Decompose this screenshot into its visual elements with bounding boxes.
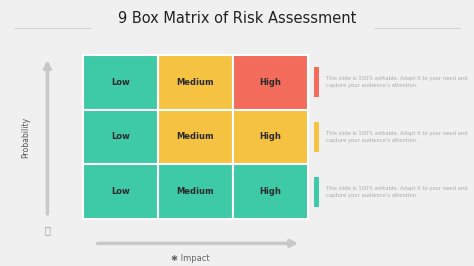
Text: 9 Box Matrix of Risk Assessment: 9 Box Matrix of Risk Assessment	[118, 11, 356, 26]
Text: Medium: Medium	[177, 188, 214, 197]
Text: This slide is 100% editable. Adapt it to your need and
capture your audience’s a: This slide is 100% editable. Adapt it to…	[326, 76, 468, 88]
Bar	[314, 122, 319, 152]
Bar	[158, 110, 233, 164]
Bar	[83, 55, 158, 110]
Text: ✱ Impact: ✱ Impact	[172, 253, 210, 263]
Bar	[314, 67, 319, 97]
Bar	[233, 55, 308, 110]
Text: High: High	[260, 188, 282, 197]
Text: Medium: Medium	[177, 77, 214, 86]
Text: Probability: Probability	[22, 117, 30, 157]
Text: Medium: Medium	[177, 132, 214, 142]
Text: Low: Low	[111, 132, 130, 142]
Bar	[233, 110, 308, 164]
Bar	[83, 110, 158, 164]
Text: High: High	[260, 77, 282, 86]
Bar	[233, 164, 308, 219]
Text: This slide is 100% editable. Adapt it to your need and
capture your audience’s a: This slide is 100% editable. Adapt it to…	[326, 186, 468, 198]
Bar	[83, 164, 158, 219]
Text: Low: Low	[111, 77, 130, 86]
Text: Low: Low	[111, 188, 130, 197]
Text: ⚿: ⚿	[45, 225, 50, 235]
Bar	[158, 55, 233, 110]
Bar	[314, 177, 319, 207]
Text: This slide is 100% editable. Adapt it to your need and
capture your audience’s a: This slide is 100% editable. Adapt it to…	[326, 131, 468, 143]
Bar	[158, 164, 233, 219]
Text: High: High	[260, 132, 282, 142]
